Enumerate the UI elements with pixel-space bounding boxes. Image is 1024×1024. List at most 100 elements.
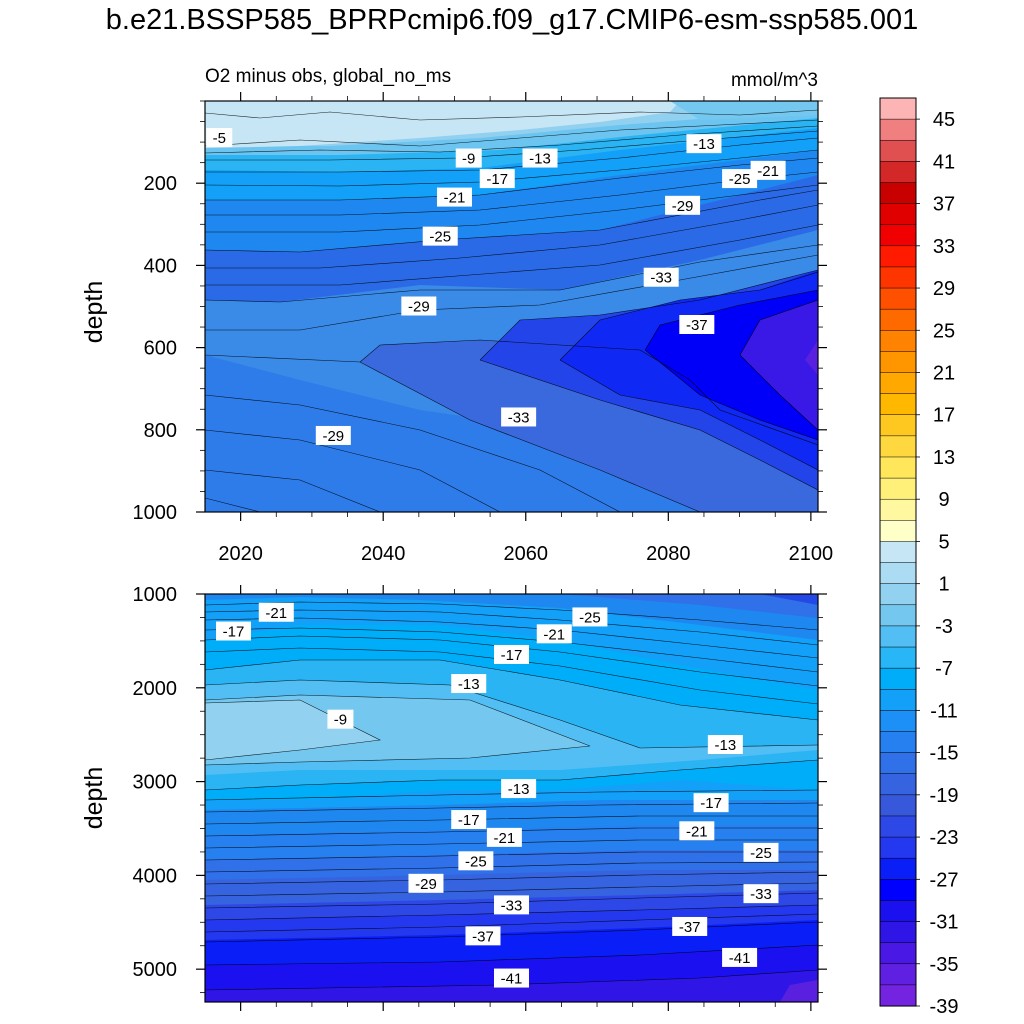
colorbar-label: 33 (933, 236, 955, 258)
contour-label-box (458, 851, 494, 871)
colorbar-swatch (879, 731, 917, 754)
colorbar-swatch (879, 520, 917, 542)
contour-label: -33 (501, 897, 523, 914)
colorbar-swatch (879, 414, 917, 437)
y-tick-label: 5000 (133, 959, 178, 981)
contour-label-box (572, 607, 608, 627)
colorbar-label: 21 (933, 363, 955, 385)
contour-label-box (536, 624, 572, 644)
colorbar-label: 25 (933, 320, 955, 342)
contour-label: -41 (729, 950, 751, 967)
colorbar-label: 37 (933, 194, 955, 216)
contour-label: -17 (486, 171, 508, 188)
colorbar-swatch (879, 161, 917, 184)
top-contour-fill (205, 101, 818, 512)
contour-label-box (522, 148, 558, 168)
contour-label: -37 (686, 317, 708, 334)
contour-label: -17 (501, 647, 523, 664)
contour-label: -13 (529, 151, 551, 168)
contour-label-box (451, 810, 487, 830)
colorbar-swatch (879, 921, 917, 944)
x-tick-label: 2080 (646, 543, 691, 565)
y-tick-label: 1000 (133, 584, 178, 606)
contour-label-box (722, 169, 758, 189)
top-subtitle-right: mmol/m^3 (731, 70, 818, 91)
colorbar-swatch (879, 857, 917, 880)
contour-label: -21 (444, 190, 466, 207)
contour-label: -29 (322, 428, 344, 445)
colorbar-label: -3 (935, 616, 953, 638)
contour-label: -41 (501, 971, 523, 988)
contour-label: -17 (700, 795, 722, 812)
colorbar-swatch (879, 815, 917, 838)
colorbar-label: 1 (938, 574, 949, 596)
contour-label-box (327, 709, 354, 729)
contour-label-box (494, 644, 529, 664)
contour-label-box (408, 873, 444, 893)
colorbar-label: 9 (938, 489, 949, 511)
contour-label: -13 (458, 676, 480, 693)
y-tick-label: 400 (144, 255, 177, 277)
bottom-panel: -21 -17 -25 -21 -17 -13 -9 -13 -13 -17 -17 -21 -21 -2… (80, 584, 827, 1011)
colorbar-label: -19 (930, 785, 959, 807)
colorbar-swatch (879, 245, 917, 268)
contour-label-box (679, 314, 715, 334)
contour-label-box (665, 195, 701, 215)
colorbar-swatch (879, 604, 917, 627)
colorbar-label: -27 (930, 869, 959, 891)
colorbar-swatch (879, 266, 917, 289)
contour-label-box (494, 968, 529, 988)
bottom-y-axis-label: depth (80, 767, 108, 830)
contour-label-box (455, 148, 482, 168)
contour-label-box (206, 127, 233, 147)
contour-label-box (679, 821, 715, 841)
contour-label-box (486, 827, 522, 847)
colorbar-label: 41 (933, 151, 955, 173)
contour-label: -13 (714, 737, 736, 754)
y-tick-label: 2000 (133, 678, 178, 700)
contour-label-box (707, 735, 743, 755)
contour-label: -9 (462, 151, 475, 168)
colorbar-swatch (879, 330, 917, 352)
contour-label: -13 (508, 781, 530, 798)
contour-label: -21 (543, 626, 565, 643)
colorbar-label: 5 (938, 531, 949, 553)
contour-label: -33 (750, 886, 772, 903)
colorbar-swatch (879, 477, 917, 500)
contour-label-box (465, 926, 501, 946)
contour-label: -9 (334, 712, 347, 729)
contour-label: -21 (265, 605, 287, 622)
y-tick-label: 3000 (133, 772, 178, 794)
contour-label-box (743, 842, 779, 862)
contour-label-box (494, 895, 529, 915)
colorbar-swatch (879, 372, 917, 395)
colorbar-swatch (879, 224, 917, 247)
contour-label-box (643, 267, 679, 287)
colorbar-label: -39 (930, 996, 959, 1018)
contour-label: -25 (750, 845, 772, 862)
bottom-contour-labels: -21 -17 -25 -21 -17 -13 -9 -13 -13 -17 -17 -21 -21 -2… (216, 602, 779, 988)
contour-label-box (315, 425, 351, 445)
colorbar-swatch (879, 942, 917, 965)
contour-label-box (722, 947, 758, 967)
colorbar-swatch (879, 182, 917, 205)
colorbar-swatch (879, 97, 917, 120)
contour-label-box (501, 779, 537, 799)
contour-label: -21 (757, 163, 779, 180)
colorbar-swatch (879, 667, 917, 690)
contour-label: -33 (508, 409, 530, 426)
colorbar-swatch (879, 287, 917, 310)
contour-label-box (672, 916, 708, 936)
contour-label-box (436, 187, 472, 207)
contour-label: -29 (408, 299, 430, 316)
colorbar-label: -15 (930, 743, 959, 765)
contour-label: -25 (465, 853, 487, 870)
bottom-axes: 1000 2000 3000 4000 5000 (133, 584, 827, 1011)
contour-label-box (693, 793, 729, 813)
contour-label-box (422, 226, 458, 246)
colorbar-swatch (879, 118, 917, 141)
contour-label: -33 (650, 270, 672, 287)
contour-label: -17 (223, 624, 245, 641)
contour-label-box (479, 169, 515, 189)
